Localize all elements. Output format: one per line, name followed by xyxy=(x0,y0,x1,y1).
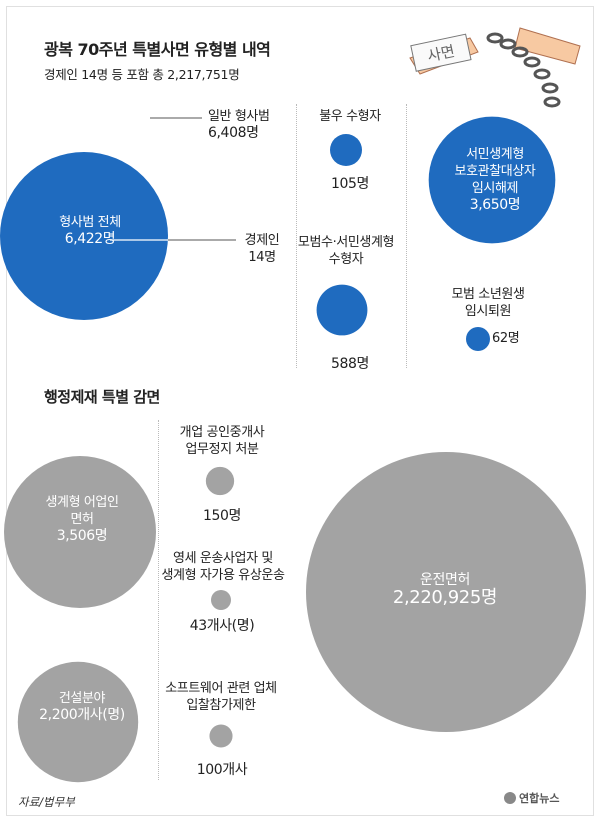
bubble-label-software: 소프트웨어 관련 업체 입찰참가제한 xyxy=(165,681,277,713)
bubble-criminal-6 xyxy=(466,327,490,351)
bubble-label-model-inmate: 모범수·서민생계형 수형자 xyxy=(297,235,395,267)
bubble-value-transport: 43개사(명) xyxy=(189,618,255,634)
bubble-label-criminal-total: 형사범 전체 6,422명 xyxy=(59,215,121,247)
bubble-value-software: 100개사 xyxy=(196,762,248,778)
bubble-admin-0 xyxy=(4,456,156,608)
bubble-admin-4 xyxy=(209,724,233,748)
bubble-label-fishery: 생계형 어업인 면허 3,506명 xyxy=(45,495,119,544)
bubble-criminal-0 xyxy=(0,152,168,320)
bubble-admin-3 xyxy=(211,590,231,610)
bubble-label-probation: 서민생계형 보호관찰대상자 임시해제 3,650명 xyxy=(454,147,536,213)
logo-icon xyxy=(504,792,516,804)
bubble-label-realtor: 개업 공인중개사 업무정지 처분 xyxy=(179,425,265,457)
bubble-label-construction: 건설분야 2,200개사(명) xyxy=(39,691,125,723)
bubble-admin-5 xyxy=(306,452,586,732)
bubble-label-transport: 영세 운송사업자 및 생계형 자가용 유상운송 xyxy=(161,551,285,583)
bubble-value-juvenile: 62명 xyxy=(492,331,520,346)
divider xyxy=(296,104,297,368)
frame xyxy=(6,6,594,816)
bubble-value-realtor: 150명 xyxy=(202,508,241,524)
logo: 연합뉴스 xyxy=(504,790,559,806)
bubble-criminal-5 xyxy=(428,116,556,244)
chart-subtitle: 경제인 14명 등 포함 총 2,217,751명 xyxy=(44,67,240,82)
bubble-admin-1 xyxy=(17,661,139,783)
bubble-criminal-4 xyxy=(316,284,368,336)
bubble-label-juvenile: 모범 소년원생 임시퇴원 xyxy=(451,287,525,319)
divider xyxy=(406,104,407,368)
divider xyxy=(158,420,159,780)
source-note: 자료/법무부 xyxy=(18,795,75,809)
bubble-label-poor-inmate: 불우 수형자 xyxy=(319,109,381,124)
chart-title: 광복 70주년 특별사면 유형별 내역 xyxy=(44,40,271,59)
section-title-administrative: 행정제재 특별 감면 xyxy=(44,388,160,406)
chained-hands-icon: 사면 xyxy=(409,27,581,108)
bubble-label-business: 경제인 14명 xyxy=(244,233,280,265)
bubble-criminal-3 xyxy=(330,134,362,166)
bubble-admin-2 xyxy=(205,466,235,496)
bubble-value-model-inmate: 588명 xyxy=(330,356,369,372)
bubble-label-general-criminal: 일반 형사범 6,408명 xyxy=(208,109,270,141)
bubble-label-drivers-license: 운전면허 2,220,925명 xyxy=(392,572,498,608)
tag-text: 사면 xyxy=(426,42,457,65)
bubble-value-poor-inmate: 105명 xyxy=(330,176,369,192)
